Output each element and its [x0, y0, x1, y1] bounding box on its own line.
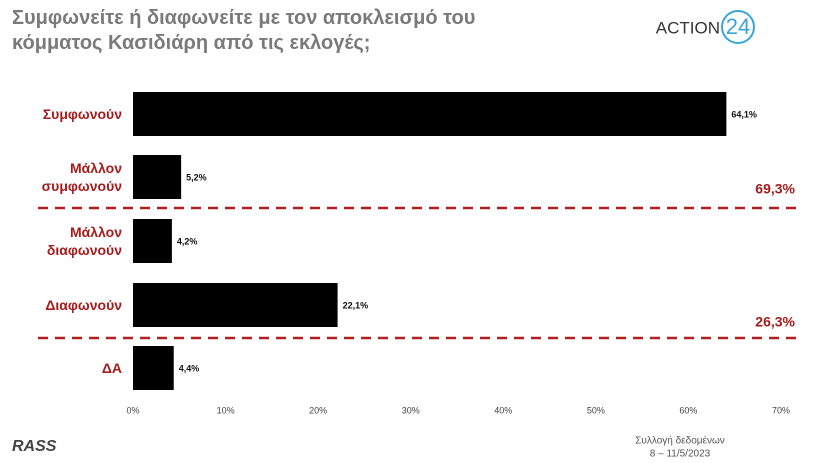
period: 8 – 11/5/2023 [650, 449, 711, 460]
bar [133, 92, 727, 136]
logo-number: 24 [726, 14, 750, 39]
x-tick-label: 50% [587, 405, 605, 415]
bar [133, 155, 182, 199]
source: Συλλογή δεδομένων [635, 435, 725, 447]
category-label: Μάλλον συμφωνούν [41, 160, 122, 194]
value-label: 64,1% [731, 109, 757, 119]
value-label: 4,2% [177, 236, 198, 246]
category-label: Συμφωνούν [42, 106, 122, 122]
x-tick-label: 10% [217, 405, 235, 415]
x-tick-label: 60% [679, 405, 697, 415]
value-label: 4,4% [179, 363, 200, 373]
category-label: Μάλλον διαφωνούν [46, 224, 122, 258]
bar [133, 346, 174, 390]
x-tick-label: 0% [126, 405, 139, 415]
logo-brand: ACTION [656, 18, 720, 37]
group-total: 26,3% [755, 314, 795, 330]
group-total: 69,3% [755, 181, 795, 197]
value-label: 22,1% [343, 300, 369, 310]
category-label: ΔΑ [101, 360, 122, 376]
x-tick-label: 20% [309, 405, 327, 415]
x-tick-label: 40% [494, 405, 512, 415]
bar [133, 219, 172, 263]
logo-ring [721, 10, 755, 44]
x-tick-label: 30% [402, 405, 420, 415]
logo-pollster: RASS [12, 438, 57, 455]
category-label: Διαφωνούν [45, 297, 122, 313]
chart-title: Συμφωνείτε ή διαφωνείτε με τον αποκλεισμ… [12, 7, 476, 54]
x-tick-label: 70% [772, 405, 790, 415]
bar [133, 283, 338, 327]
value-label: 5,2% [186, 172, 207, 182]
